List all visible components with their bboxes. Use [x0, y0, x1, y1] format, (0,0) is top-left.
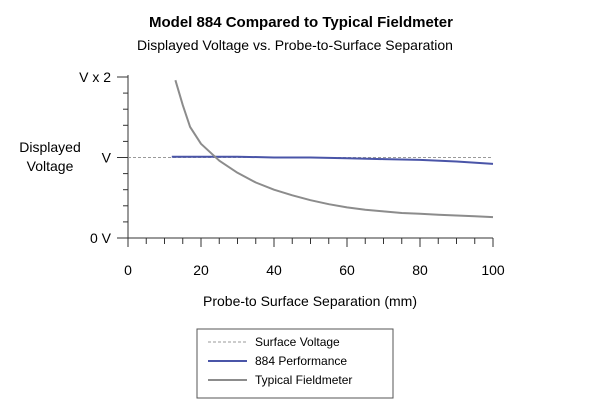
- 884-performance-line: [171, 155, 494, 165]
- y-tick-label: 0 V: [90, 230, 112, 246]
- x-axis-label: Probe-to Surface Separation (mm): [203, 293, 417, 309]
- x-tick-label: 80: [412, 262, 428, 278]
- y-axis-label-line-2: Voltage: [27, 158, 74, 174]
- chart-title: Model 884 Compared to Typical Fieldmeter: [149, 14, 453, 31]
- legend: Surface Voltage 884 Performance Typical …: [196, 328, 394, 399]
- chart-subtitle: Displayed Voltage vs. Probe-to-Surface S…: [137, 37, 453, 53]
- x-tick-label: 0: [124, 262, 132, 278]
- plot-area: 0 20 40 60 80 100 0 V V V x 2: [79, 69, 505, 278]
- y-tick-label: V x 2: [79, 69, 111, 85]
- legend-label-surface-voltage: Surface Voltage: [255, 335, 340, 349]
- x-tick-label: 20: [193, 262, 209, 278]
- y-tick-label: V: [102, 150, 112, 166]
- legend-label-typical-fieldmeter: Typical Fieldmeter: [255, 373, 352, 387]
- typical-fieldmeter-line: [174, 79, 494, 219]
- legend-box: [196, 328, 394, 399]
- legend-label-884-performance: 884 Performance: [255, 354, 347, 368]
- x-tick-label: 100: [481, 262, 505, 278]
- x-tick-label: 40: [266, 262, 282, 278]
- x-tick-label: 60: [339, 262, 355, 278]
- y-axis-label-line-1: Displayed: [19, 139, 80, 155]
